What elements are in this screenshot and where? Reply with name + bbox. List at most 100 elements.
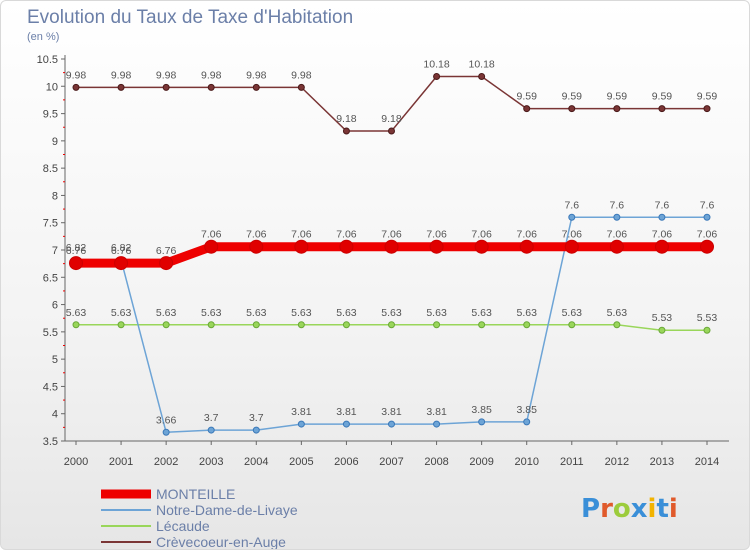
data-point bbox=[568, 321, 576, 329]
data-point bbox=[523, 105, 531, 113]
legend-label: MONTEILLE bbox=[156, 486, 235, 502]
data-point bbox=[478, 321, 486, 329]
data-point bbox=[207, 83, 215, 91]
axes: 3.5 4 4.5 5 5.5 6 6.5 7 7.5 8 8.5 9 9.5 10 10.5 2000 200… bbox=[37, 54, 729, 468]
y-tick-label: 3.5 bbox=[43, 436, 58, 448]
data-label: 5.63 bbox=[66, 307, 87, 319]
data-label: 9.59 bbox=[562, 91, 583, 103]
data-point bbox=[703, 213, 711, 221]
data-point bbox=[478, 418, 486, 426]
data-label: 5.63 bbox=[381, 307, 402, 319]
y-tick-label: 9.5 bbox=[43, 109, 58, 121]
data-label: 10.18 bbox=[423, 58, 449, 70]
data-label: 3.81 bbox=[291, 406, 312, 418]
y-tick-label: 5 bbox=[52, 354, 58, 366]
data-label: 5.63 bbox=[246, 307, 267, 319]
data-point bbox=[342, 127, 350, 135]
data-label: 3.7 bbox=[204, 412, 219, 424]
series-lines bbox=[69, 72, 714, 436]
data-point bbox=[252, 321, 260, 329]
data-label: 9.98 bbox=[111, 69, 132, 81]
proxiti-logo: Proxiti bbox=[581, 494, 678, 524]
data-label: 5.63 bbox=[516, 307, 537, 319]
data-label: 5.63 bbox=[336, 307, 357, 319]
data-point bbox=[613, 321, 621, 329]
data-point bbox=[339, 239, 354, 254]
data-point bbox=[613, 105, 621, 113]
x-tick-label: 2007 bbox=[379, 456, 403, 468]
x-tick-label: 2010 bbox=[514, 456, 538, 468]
data-point bbox=[114, 256, 129, 271]
x-tick-label: 2009 bbox=[469, 456, 493, 468]
logo-letter: r bbox=[600, 494, 613, 524]
data-label: 5.63 bbox=[562, 307, 583, 319]
data-point bbox=[700, 239, 714, 254]
data-label: 9.98 bbox=[156, 69, 177, 81]
data-point bbox=[429, 239, 444, 254]
legend-item: Crèvecoeur-en-Auge bbox=[101, 534, 286, 550]
y-tick-label: 7.5 bbox=[43, 218, 58, 230]
y-tick-label: 5.5 bbox=[43, 327, 58, 339]
data-label: 6.82 bbox=[111, 242, 132, 254]
x-tick-label: 2006 bbox=[334, 456, 358, 468]
data-label: 5.63 bbox=[156, 307, 177, 319]
data-label: 3.81 bbox=[426, 406, 447, 418]
data-point bbox=[162, 428, 170, 436]
y-tick-label: 10.5 bbox=[37, 54, 58, 66]
legend-item: Lécaude bbox=[101, 518, 210, 534]
data-label: 7.6 bbox=[655, 199, 670, 211]
logo-letter: t bbox=[656, 494, 668, 524]
x-tick-label: 2008 bbox=[424, 456, 448, 468]
x-tick-label: 2005 bbox=[289, 456, 313, 468]
data-point bbox=[519, 239, 534, 254]
data-label: 5.53 bbox=[652, 312, 673, 324]
data-point bbox=[388, 321, 395, 329]
data-point bbox=[613, 213, 621, 221]
data-label: 5.63 bbox=[607, 307, 628, 319]
data-label: 9.98 bbox=[66, 69, 87, 81]
legend-label: Crèvecoeur-en-Auge bbox=[156, 534, 286, 550]
data-point bbox=[388, 127, 395, 135]
data-label: 5.63 bbox=[426, 307, 447, 319]
legend: MONTEILLENotre-Dame-de-LivayeLécaudeCrèv… bbox=[101, 486, 298, 550]
data-point bbox=[523, 418, 531, 426]
x-tick-label: 2011 bbox=[560, 456, 584, 468]
y-tick-label: 4 bbox=[52, 409, 58, 421]
data-point bbox=[159, 256, 174, 271]
series-lecaude bbox=[72, 321, 711, 334]
data-point bbox=[297, 420, 305, 428]
data-point bbox=[523, 321, 531, 329]
data-label: 5.63 bbox=[471, 307, 492, 319]
data-point bbox=[478, 72, 486, 80]
x-tick-label: 2003 bbox=[199, 456, 223, 468]
data-label: 6.76 bbox=[66, 245, 87, 257]
data-label: 5.63 bbox=[201, 307, 222, 319]
data-label: 5.63 bbox=[291, 307, 312, 319]
y-tick-label: 9 bbox=[52, 136, 58, 148]
data-point bbox=[252, 426, 260, 434]
x-tick-label: 2001 bbox=[109, 456, 133, 468]
legend-label: Notre-Dame-de-Livaye bbox=[156, 502, 298, 518]
x-tick-label: 2004 bbox=[244, 456, 268, 468]
data-point bbox=[342, 420, 350, 428]
y-tick-label: 6.5 bbox=[43, 272, 58, 284]
data-label: 7.06 bbox=[471, 229, 492, 241]
chart-subtitle: (en %) bbox=[27, 31, 60, 43]
data-label: 7.06 bbox=[336, 229, 357, 241]
data-label: 7.06 bbox=[201, 229, 222, 241]
data-point bbox=[72, 321, 80, 329]
series-crevecoeur-en-auge bbox=[72, 72, 711, 135]
data-point bbox=[564, 239, 579, 254]
data-point bbox=[252, 83, 260, 91]
data-label: 7.6 bbox=[564, 199, 579, 211]
data-point bbox=[474, 239, 489, 254]
x-tick-label: 2013 bbox=[650, 456, 674, 468]
y-tick-label: 4.5 bbox=[43, 381, 58, 393]
y-tick-label: 7 bbox=[52, 245, 58, 257]
data-label: 7.06 bbox=[652, 229, 673, 241]
data-point bbox=[249, 239, 264, 254]
data-point bbox=[433, 420, 441, 428]
data-label: 9.59 bbox=[697, 91, 718, 103]
data-point bbox=[703, 326, 711, 334]
